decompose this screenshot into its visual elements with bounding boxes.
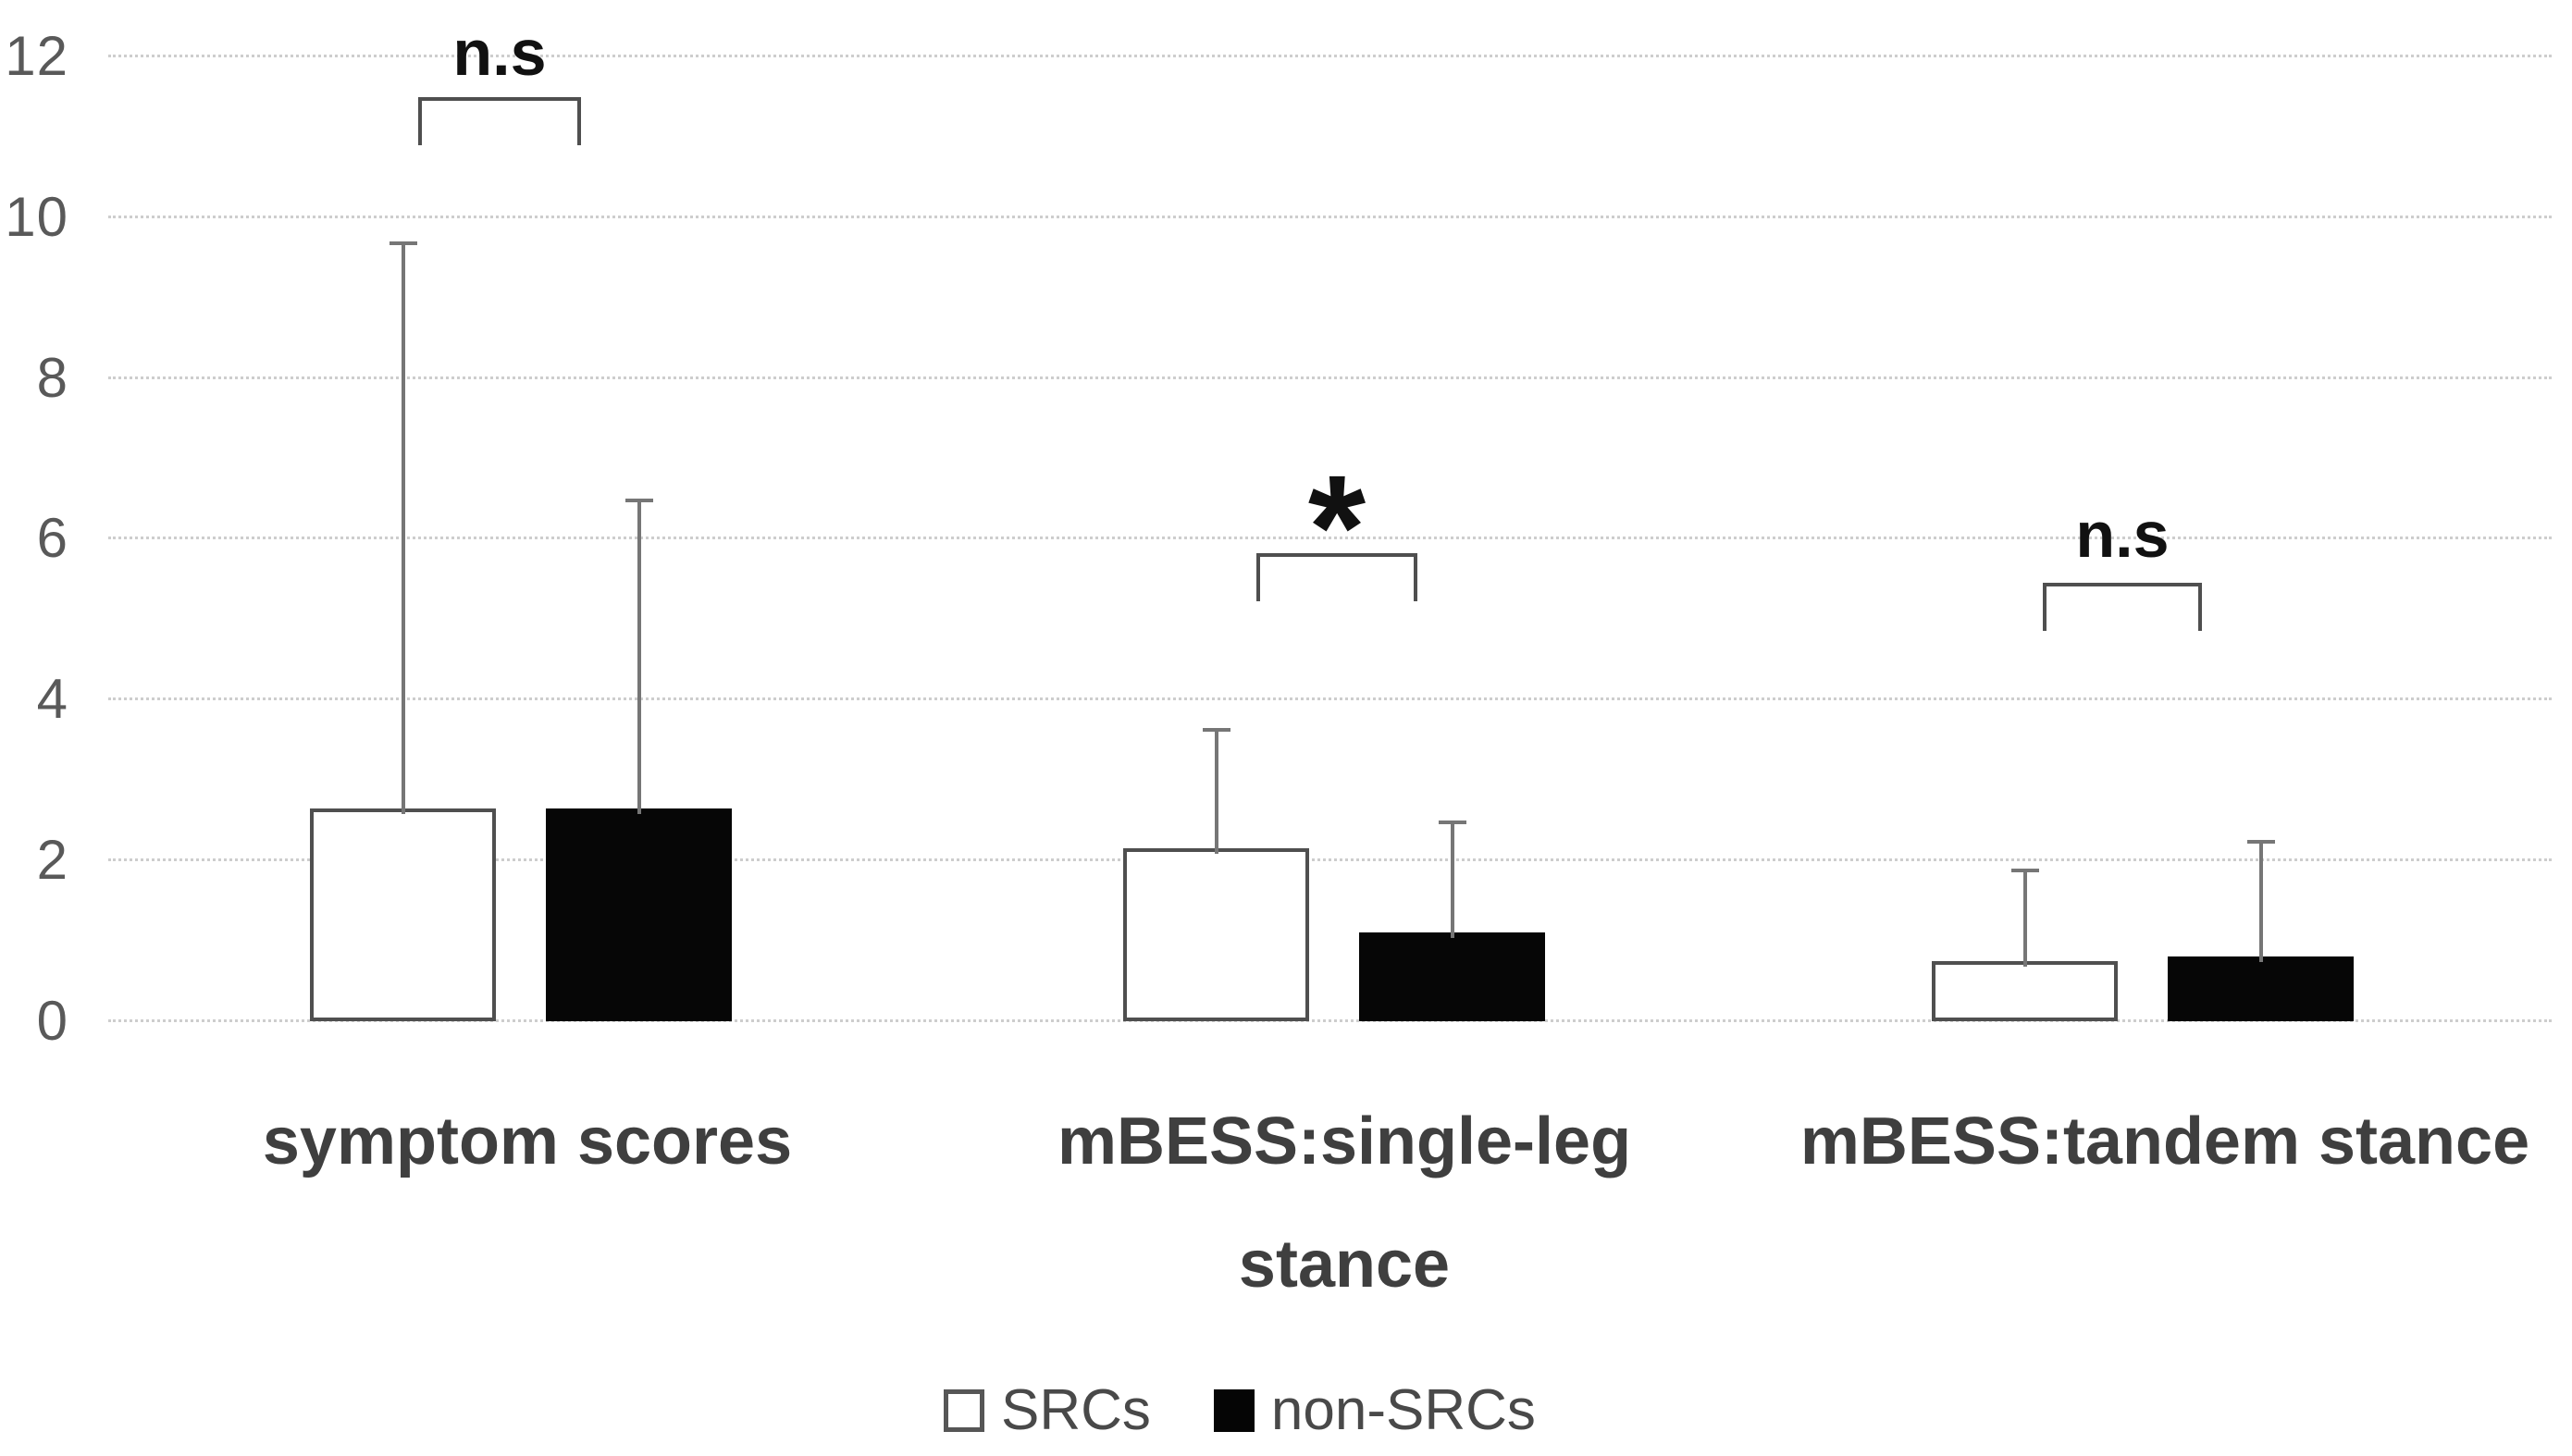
gridline-y-10: [108, 215, 2552, 218]
error-bar-cap: [389, 241, 417, 245]
y-tick-label-12: 12: [5, 24, 68, 87]
legend-swatch-non-srcs: [1213, 1389, 1255, 1432]
error-bar-non-srcs-group2: [1450, 820, 1454, 939]
y-tick-label-8: 8: [36, 346, 68, 409]
error-bar-non-srcs-group3: [2258, 840, 2263, 963]
legend-swatch-srcs: [944, 1389, 984, 1432]
category-label-symptom-scores: symptom scores: [111, 1080, 944, 1203]
gridline-y-6: [108, 537, 2552, 540]
bar-non-srcs-group1: [546, 808, 732, 1021]
y-tick-label-0: 0: [36, 990, 68, 1052]
bar-srcs-group1: [310, 808, 496, 1021]
category-label-line: mBESS:tandem stance: [1799, 1104, 2530, 1178]
legend: SRCs non-SRCs: [944, 1378, 1536, 1443]
bar-srcs-group3: [1932, 960, 2118, 1021]
y-tick-label-2: 2: [36, 829, 68, 892]
category-label-line: stance: [1238, 1228, 1451, 1302]
error-bar-cap: [2246, 840, 2275, 845]
significance-label-group1: n.s: [452, 17, 547, 89]
significance-bracket-group1: [418, 97, 581, 145]
significance-label-group2: *: [1307, 444, 1366, 610]
gridline-y-12: [108, 54, 2552, 57]
error-bar-cap: [1438, 820, 1466, 824]
legend-label-non-srcs: non-SRCs: [1270, 1378, 1536, 1442]
category-label-mbess-tandem: mBESS:tandem stance: [1749, 1080, 2572, 1203]
bar-non-srcs-group2: [1359, 932, 1545, 1021]
error-bar-cap: [2010, 868, 2039, 872]
y-tick-label-6: 6: [36, 507, 68, 570]
gridline-y-4: [108, 697, 2552, 701]
error-bar-cap: [1202, 727, 1230, 732]
category-label-mbess-single-leg: mBESS:single-leg stance: [928, 1080, 1761, 1326]
y-tick-label-4: 4: [36, 668, 68, 731]
error-bar-srcs-group3: [2022, 868, 2027, 967]
bar-non-srcs-group3: [2168, 956, 2354, 1021]
y-tick-label-10: 10: [5, 185, 68, 248]
legend-item-non-srcs: non-SRCs: [1213, 1378, 1536, 1443]
error-bar-srcs-group2: [1214, 727, 1218, 855]
legend-label-srcs: SRCs: [1001, 1378, 1151, 1442]
gridline-y-0: [108, 1019, 2552, 1022]
significance-bracket-group2: [1256, 553, 1417, 601]
error-bar-non-srcs-group1: [637, 499, 641, 814]
bar-srcs-group2: [1123, 848, 1309, 1021]
gridline-y-2: [108, 858, 2552, 862]
error-bar-srcs-group1: [401, 241, 405, 814]
significance-label-group3: n.s: [2075, 499, 2170, 571]
gridline-y-8: [108, 376, 2552, 379]
category-label-line: mBESS:single-leg: [1057, 1104, 1632, 1178]
error-bar-cap: [624, 499, 653, 503]
legend-item-srcs: SRCs: [944, 1378, 1151, 1443]
significance-bracket-group3: [2043, 583, 2202, 631]
category-label-line: symptom scores: [262, 1104, 793, 1178]
